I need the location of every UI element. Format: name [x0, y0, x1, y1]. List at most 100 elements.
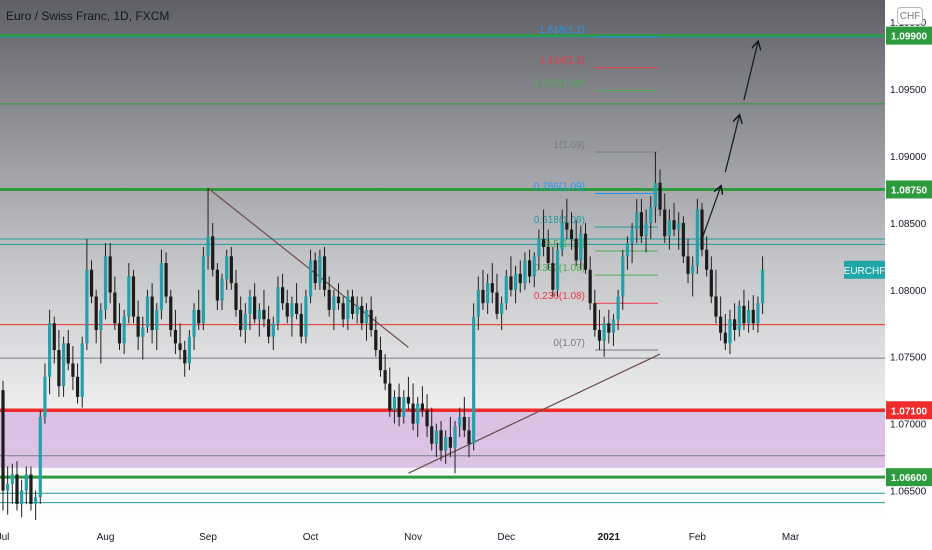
fib-label-8: 0.236(1.08) [534, 291, 585, 302]
candle-body [253, 296, 257, 320]
candle-body [94, 296, 98, 330]
candle-body [336, 296, 341, 304]
candle-body [588, 269, 592, 304]
candle-body [462, 416, 466, 431]
fib-label-2: 1.272(1.09) [534, 78, 585, 89]
projection-arrow-1 [724, 116, 739, 173]
candle-body [71, 363, 75, 377]
price-tag-0 [886, 26, 932, 45]
candle-body [686, 256, 690, 274]
candle-body [635, 212, 639, 230]
candle-body [155, 309, 159, 330]
candle-body [187, 336, 191, 364]
candle-body [48, 323, 52, 377]
candle-body [206, 236, 210, 257]
candle-body [430, 426, 434, 444]
candle-body [313, 260, 317, 284]
candle-body [444, 437, 448, 451]
price-tag-1 [886, 180, 932, 199]
fib-label-4: 0.786(1.09) [534, 181, 585, 192]
candle-body [257, 309, 261, 320]
candle-body [523, 260, 527, 284]
candle-body [164, 263, 168, 297]
candle-body [439, 430, 443, 451]
candle-body [159, 263, 164, 310]
candle-body [131, 276, 136, 317]
price-tag-2 [886, 401, 932, 420]
candle-body [569, 229, 574, 239]
candle-body [211, 236, 215, 270]
candle-body [416, 403, 420, 424]
candle-body [229, 256, 233, 284]
candle-body [169, 296, 173, 330]
candle-body [490, 283, 494, 293]
y-tick-label-7: 1.06500 [890, 487, 927, 498]
price-axis-panel [885, 0, 932, 550]
candle-body [276, 287, 280, 324]
currency-button[interactable]: CHF [897, 7, 923, 25]
candle-body [113, 292, 117, 324]
fib-label-0: 1.618(1.1) [539, 25, 585, 36]
candle-body [374, 329, 378, 351]
y-tick-label-6: 1.07000 [890, 420, 927, 431]
candle-body [593, 303, 597, 330]
y-tick-label-3: 1.08500 [890, 219, 927, 230]
candle-body [248, 296, 252, 314]
candle-body [602, 323, 606, 341]
candle-body [369, 309, 373, 330]
candle-body [304, 296, 308, 337]
candle-body [239, 309, 243, 330]
candle-body [402, 396, 406, 417]
candle-body [555, 249, 560, 290]
candle-body [467, 430, 471, 444]
candle-body [99, 309, 103, 330]
candle-body [700, 209, 704, 250]
candle-body [141, 327, 145, 337]
candle-body [127, 276, 131, 317]
candle-body [183, 350, 187, 364]
symbol-tag-label: EURCHF [844, 266, 886, 277]
candle-body [486, 283, 490, 304]
candle-body [52, 323, 56, 351]
candle-body [34, 497, 38, 504]
candle-body [10, 474, 14, 484]
candle-body [61, 343, 66, 387]
candle-body [695, 209, 699, 266]
candle-body [360, 305, 364, 324]
candle-body [681, 222, 685, 257]
candle-body [262, 309, 266, 320]
candle-body [383, 370, 387, 384]
candle-body [756, 303, 760, 324]
candle-body [332, 296, 336, 310]
candle-body [201, 256, 205, 324]
candle-body [737, 305, 741, 330]
chart-title: Euro / Swiss Franc, 1D, FXCM [6, 9, 170, 23]
candle-body [192, 309, 196, 337]
price-tag-label-1: 1.08750 [891, 185, 928, 196]
candle-body [583, 233, 588, 270]
candle-body [518, 273, 522, 284]
candle-body [504, 276, 508, 304]
candle-body [197, 309, 201, 324]
candle-body [89, 269, 94, 297]
x-tick-label-7: Feb [689, 532, 707, 543]
candle-body [15, 474, 19, 504]
candle-body [677, 222, 681, 230]
candle-body [350, 296, 355, 314]
candle-body [388, 383, 392, 411]
candle-body [1, 390, 5, 491]
candle-body [616, 296, 620, 320]
candle-body [630, 229, 634, 243]
candle-body [532, 256, 536, 277]
candle-body [751, 309, 755, 324]
candle-body [760, 269, 765, 304]
trendline-0 [207, 187, 409, 348]
x-tick-label-4: Nov [404, 532, 422, 543]
candle-body [285, 303, 289, 317]
symbol-tag [844, 260, 885, 279]
candle-body [267, 319, 271, 337]
x-tick-label-1: Aug [97, 532, 115, 543]
candle-body [742, 305, 746, 324]
